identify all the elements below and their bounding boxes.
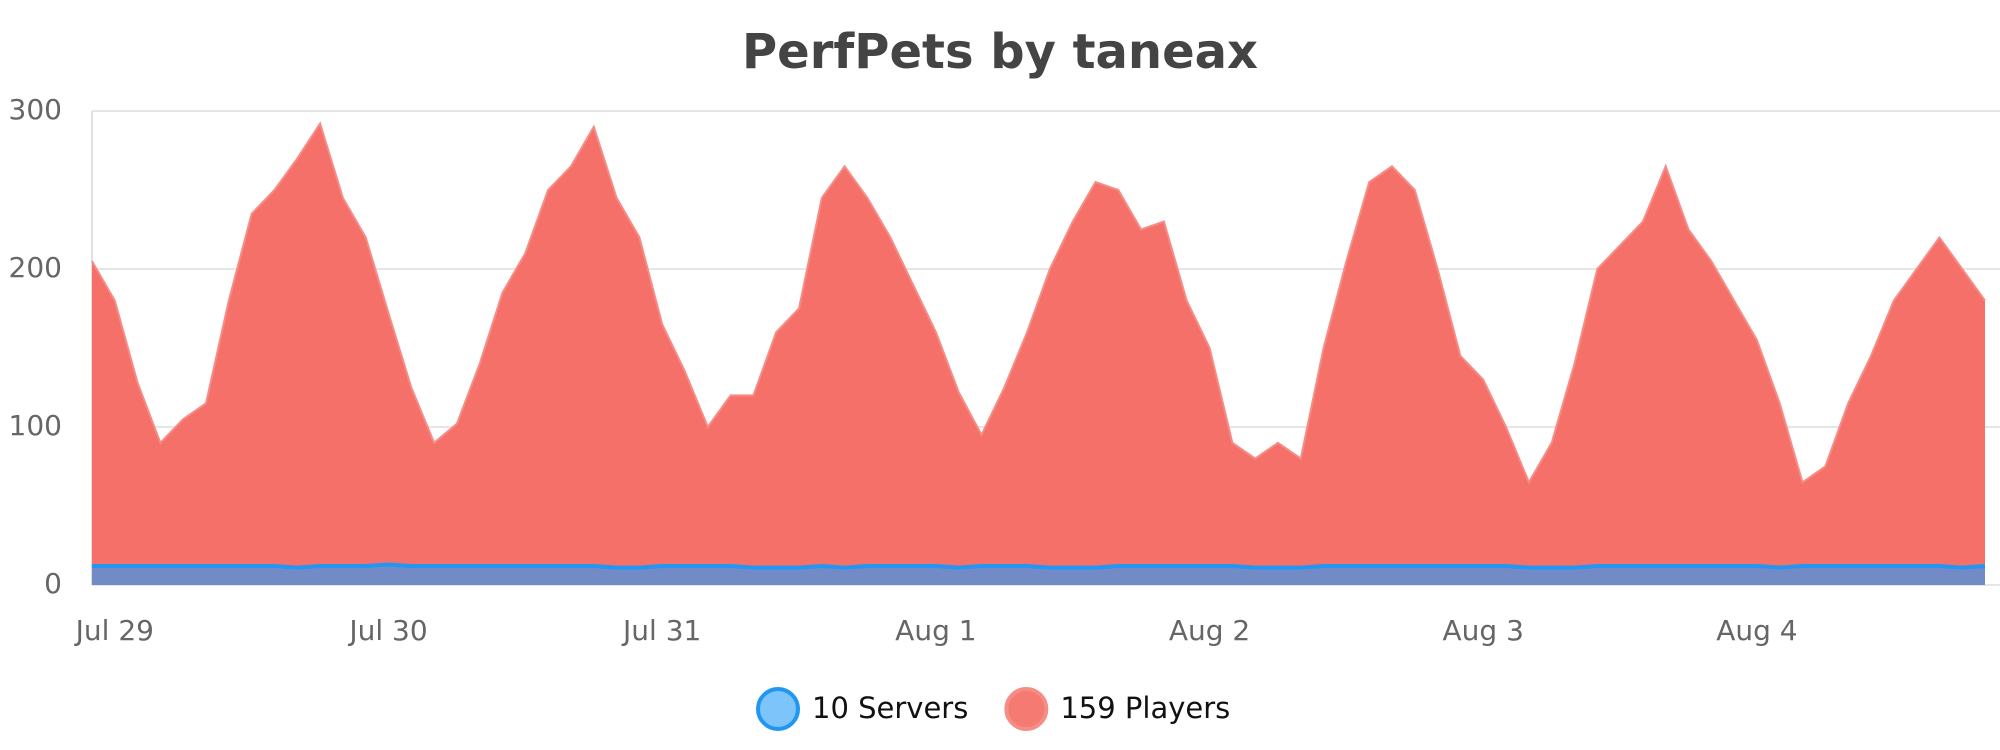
area-line bbox=[92, 562, 1986, 570]
x-tick-label: Aug 3 bbox=[1443, 614, 1524, 647]
x-tick-label: Jul 30 bbox=[347, 614, 427, 647]
legend-label: 10 Servers bbox=[812, 691, 968, 725]
chart-title: PerfPets by taneax bbox=[742, 24, 1258, 80]
y-tick-label: 0 bbox=[44, 567, 62, 600]
x-tick-label: Aug 2 bbox=[1169, 614, 1250, 647]
x-tick-label: Jul 29 bbox=[74, 614, 154, 647]
legend-marker bbox=[1004, 687, 1049, 731]
y-tick-label: 100 bbox=[9, 409, 62, 442]
x-tick-label: Aug 4 bbox=[1716, 614, 1797, 647]
x-tick-label: Jul 31 bbox=[621, 614, 701, 647]
y-tick-label: 200 bbox=[9, 251, 62, 284]
legend-marker bbox=[756, 687, 800, 731]
area bbox=[92, 123, 1985, 585]
legend-label: 159 Players bbox=[1060, 691, 1230, 725]
area-line bbox=[91, 121, 1986, 485]
x-tick-label: Aug 1 bbox=[895, 614, 976, 647]
y-tick-label: 300 bbox=[9, 93, 62, 126]
area bbox=[92, 564, 1985, 585]
